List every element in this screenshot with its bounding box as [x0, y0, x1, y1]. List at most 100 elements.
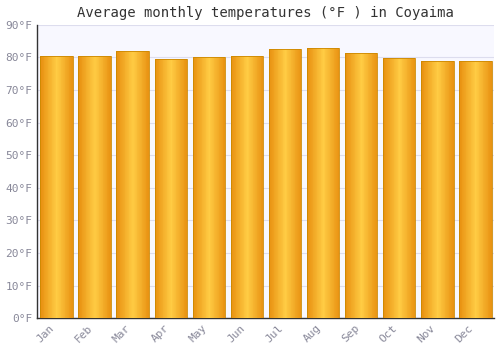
Bar: [71, 56, 72, 318]
Bar: [251, 56, 252, 318]
Bar: [240, 56, 241, 318]
Bar: [484, 61, 485, 318]
Bar: [383, 58, 416, 318]
Bar: [90, 56, 92, 318]
Bar: [413, 58, 414, 318]
Bar: [161, 59, 162, 318]
Bar: [318, 48, 319, 318]
Bar: [294, 49, 296, 318]
Bar: [247, 56, 248, 318]
Bar: [211, 57, 212, 318]
Bar: [255, 56, 256, 318]
Bar: [383, 58, 384, 318]
Bar: [451, 61, 452, 318]
Bar: [271, 49, 272, 318]
Bar: [369, 52, 370, 318]
Bar: [250, 56, 251, 318]
Bar: [116, 51, 149, 318]
Bar: [489, 61, 490, 318]
Bar: [450, 61, 451, 318]
Bar: [278, 49, 280, 318]
Bar: [459, 61, 492, 318]
Bar: [156, 59, 157, 318]
Bar: [307, 48, 308, 318]
Bar: [134, 51, 135, 318]
Bar: [338, 48, 339, 318]
Bar: [108, 56, 109, 318]
Bar: [426, 61, 427, 318]
Bar: [293, 49, 294, 318]
Bar: [438, 61, 439, 318]
Bar: [280, 49, 281, 318]
Bar: [202, 57, 203, 318]
Bar: [256, 56, 258, 318]
Bar: [173, 59, 174, 318]
Bar: [106, 56, 108, 318]
Bar: [89, 56, 90, 318]
Bar: [274, 49, 276, 318]
Bar: [205, 57, 206, 318]
Bar: [180, 59, 181, 318]
Bar: [258, 56, 259, 318]
Bar: [331, 48, 332, 318]
Bar: [472, 61, 473, 318]
Bar: [300, 49, 301, 318]
Bar: [324, 48, 326, 318]
Bar: [422, 61, 424, 318]
Bar: [51, 56, 52, 318]
Bar: [174, 59, 175, 318]
Bar: [237, 56, 238, 318]
Bar: [67, 56, 68, 318]
Bar: [94, 56, 96, 318]
Bar: [469, 61, 470, 318]
Bar: [431, 61, 432, 318]
Bar: [154, 59, 156, 318]
Bar: [179, 59, 180, 318]
Bar: [64, 56, 66, 318]
Bar: [199, 57, 200, 318]
Bar: [85, 56, 86, 318]
Bar: [196, 57, 198, 318]
Bar: [490, 61, 491, 318]
Bar: [345, 52, 378, 318]
Bar: [124, 51, 126, 318]
Bar: [273, 49, 274, 318]
Bar: [178, 59, 179, 318]
Bar: [480, 61, 481, 318]
Bar: [384, 58, 386, 318]
Bar: [102, 56, 104, 318]
Bar: [459, 61, 460, 318]
Bar: [168, 59, 169, 318]
Bar: [203, 57, 204, 318]
Bar: [230, 56, 263, 318]
Bar: [439, 61, 440, 318]
Bar: [440, 61, 442, 318]
Bar: [96, 56, 97, 318]
Bar: [387, 58, 388, 318]
Bar: [269, 49, 301, 318]
Bar: [40, 56, 41, 318]
Bar: [362, 52, 363, 318]
Bar: [238, 56, 239, 318]
Bar: [328, 48, 330, 318]
Bar: [465, 61, 466, 318]
Bar: [93, 56, 94, 318]
Bar: [148, 51, 149, 318]
Bar: [482, 61, 484, 318]
Bar: [139, 51, 140, 318]
Bar: [216, 57, 217, 318]
Bar: [182, 59, 183, 318]
Bar: [45, 56, 46, 318]
Bar: [402, 58, 404, 318]
Bar: [414, 58, 416, 318]
Bar: [175, 59, 176, 318]
Bar: [58, 56, 59, 318]
Bar: [277, 49, 278, 318]
Bar: [353, 52, 354, 318]
Bar: [68, 56, 70, 318]
Bar: [194, 57, 195, 318]
Bar: [83, 56, 84, 318]
Bar: [446, 61, 447, 318]
Bar: [424, 61, 425, 318]
Bar: [136, 51, 138, 318]
